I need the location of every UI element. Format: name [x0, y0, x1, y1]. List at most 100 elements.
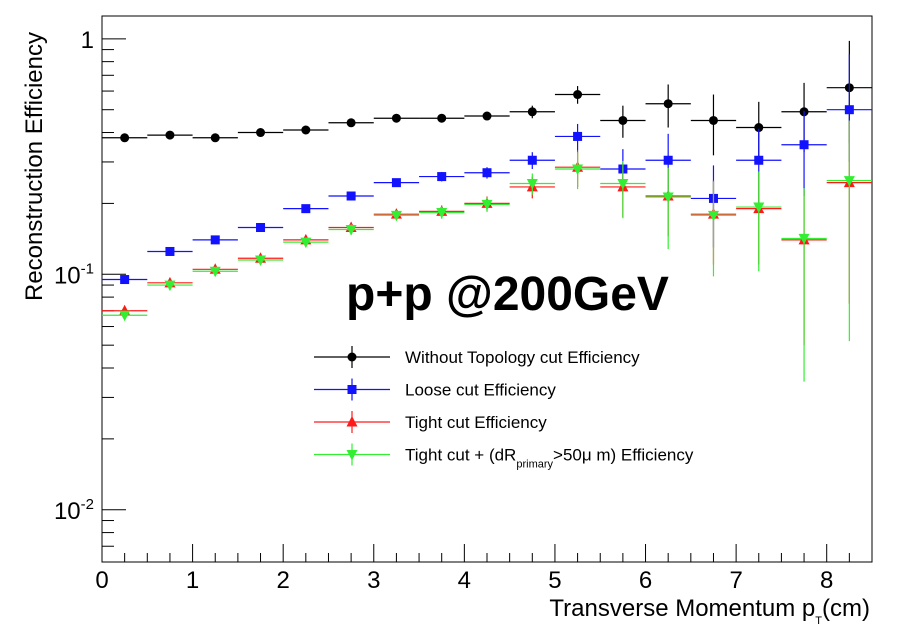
data-marker: [663, 99, 673, 109]
data-marker: [346, 118, 356, 128]
data-point: [736, 171, 782, 272]
y-axis: 110-110-2: [54, 27, 126, 563]
y-tick-label-exponent: -2: [81, 496, 94, 513]
x-tick-label: 6: [639, 567, 652, 594]
data-point: [192, 235, 238, 245]
data-point: [600, 105, 646, 138]
data-point: [464, 111, 510, 121]
data-marker: [391, 113, 401, 123]
data-point: [373, 210, 420, 222]
data-marker: [482, 111, 492, 121]
data-marker: [165, 130, 175, 140]
legend-label-subscript: primary: [516, 459, 553, 471]
data-point: [554, 123, 601, 151]
y-tick-label-base: 10: [54, 262, 81, 289]
data-marker: [754, 123, 764, 133]
data-point: [645, 84, 691, 128]
data-marker: [482, 168, 492, 178]
legend-item-1: Loose cut Efficiency: [314, 378, 556, 401]
y-tick-label-exponent: -1: [81, 260, 94, 277]
data-point: [781, 188, 827, 382]
data-point: [554, 86, 601, 104]
data-point: [464, 167, 510, 179]
x-tick-label: 3: [367, 567, 380, 594]
data-marker: [255, 255, 267, 266]
data-point: [554, 152, 601, 190]
data-marker: [798, 233, 810, 245]
x-tick-label: 2: [276, 567, 289, 594]
series-group: [102, 40, 872, 382]
data-point: [373, 178, 420, 188]
data-marker: [481, 199, 493, 211]
data-point: [419, 206, 465, 219]
legend-marker: [347, 385, 357, 394]
x-tick-label: 0: [95, 567, 108, 594]
data-marker: [437, 113, 447, 123]
data-point: [283, 237, 329, 249]
data-marker: [526, 178, 538, 190]
data-marker: [844, 105, 854, 115]
data-marker: [573, 90, 583, 100]
data-marker: [708, 115, 718, 125]
legend-item-2: Tight cut Efficiency: [314, 411, 547, 433]
data-marker: [210, 133, 220, 143]
data-marker: [120, 133, 130, 143]
data-point: [283, 125, 329, 135]
data-marker: [256, 223, 266, 233]
data-point: [509, 105, 555, 119]
data-marker: [346, 191, 356, 201]
legend-label: Tight cut + (dRprimary>50μ m) Efficiency: [405, 446, 694, 471]
data-marker: [799, 140, 809, 150]
y-tick-label: 10-1: [54, 260, 94, 289]
data-marker: [210, 235, 220, 245]
data-marker: [120, 275, 130, 285]
data-marker: [527, 107, 537, 117]
data-marker: [119, 310, 131, 322]
series-3: [102, 120, 872, 382]
legend-item-3: Tight cut + (dRprimary>50μ m) Efficiency: [314, 443, 694, 471]
x-tick-label: 4: [458, 567, 471, 594]
y-tick-label: 1: [81, 27, 94, 54]
data-point: [237, 255, 284, 266]
x-tick-label: 7: [729, 567, 742, 594]
data-marker: [165, 246, 175, 256]
legend-marker: [347, 352, 357, 362]
data-marker: [663, 155, 673, 165]
x-tick-label: 5: [548, 567, 561, 594]
data-point: [826, 120, 872, 342]
data-point: [690, 181, 737, 277]
data-point: [192, 266, 238, 278]
data-point: [328, 224, 374, 236]
legend-marker: [346, 416, 358, 427]
data-point: [419, 171, 465, 182]
data-marker: [843, 176, 855, 187]
data-marker: [391, 178, 401, 188]
y-tick-label-base: 10: [54, 498, 81, 525]
data-point: [237, 223, 284, 233]
data-point: [419, 113, 465, 123]
data-marker: [754, 155, 764, 165]
data-point: [328, 191, 374, 201]
data-marker: [300, 237, 312, 249]
data-point: [283, 204, 329, 214]
data-point: [192, 133, 238, 143]
data-point: [147, 130, 193, 140]
legend-label-text: Tight cut + (dR: [405, 446, 516, 465]
x-axis-label-unit: (cm): [822, 595, 870, 622]
data-marker: [436, 207, 448, 219]
legend-marker: [346, 450, 358, 461]
data-point: [781, 110, 827, 197]
legend-label: Without Topology cut Efficiency: [405, 348, 640, 367]
x-axis: 0 1 2 3 4 5 6 7 8: [95, 544, 873, 594]
legend-label: Tight cut Efficiency: [405, 413, 547, 432]
data-point: [600, 160, 646, 219]
data-marker: [753, 202, 765, 214]
data-marker: [301, 204, 311, 214]
data-marker: [572, 164, 584, 175]
data-marker: [618, 115, 628, 125]
data-point: [509, 152, 555, 169]
data-point: [509, 173, 555, 195]
chart-annotation: p+p @200GeV: [346, 268, 669, 321]
